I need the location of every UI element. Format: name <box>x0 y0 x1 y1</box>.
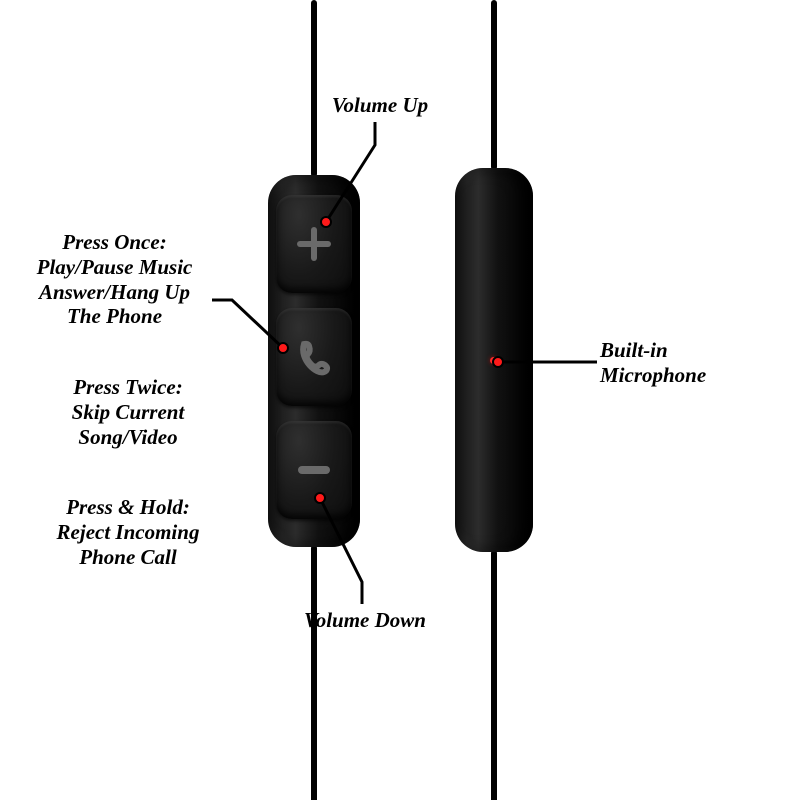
label-press-once: Press Once: Play/Pause Music Answer/Hang… <box>12 230 217 329</box>
label-volume-down: Volume Down <box>275 608 455 633</box>
volume-up-button <box>276 195 352 293</box>
volume-down-button <box>276 421 352 519</box>
wire-remote-top <box>311 0 317 177</box>
plus-icon <box>292 222 336 266</box>
label-press-hold: Press & Hold: Reject Incoming Phone Call <box>28 495 228 569</box>
wire-mic-bottom <box>491 550 497 800</box>
label-volume-up: Volume Up <box>310 93 450 118</box>
microphone-hole-icon <box>490 357 497 364</box>
wire-mic-top <box>491 0 497 170</box>
microphone-pod <box>455 168 533 552</box>
phone-button <box>276 308 352 406</box>
label-press-twice: Press Twice: Skip Current Song/Video <box>38 375 218 449</box>
phone-icon <box>291 334 337 380</box>
minus-icon <box>292 448 336 492</box>
diagram-stage: Volume Up Press Once: Play/Pause Music A… <box>0 0 790 800</box>
label-microphone: Built-in Microphone <box>600 338 760 388</box>
remote-pod <box>268 175 360 547</box>
wire-remote-bottom <box>311 545 317 800</box>
